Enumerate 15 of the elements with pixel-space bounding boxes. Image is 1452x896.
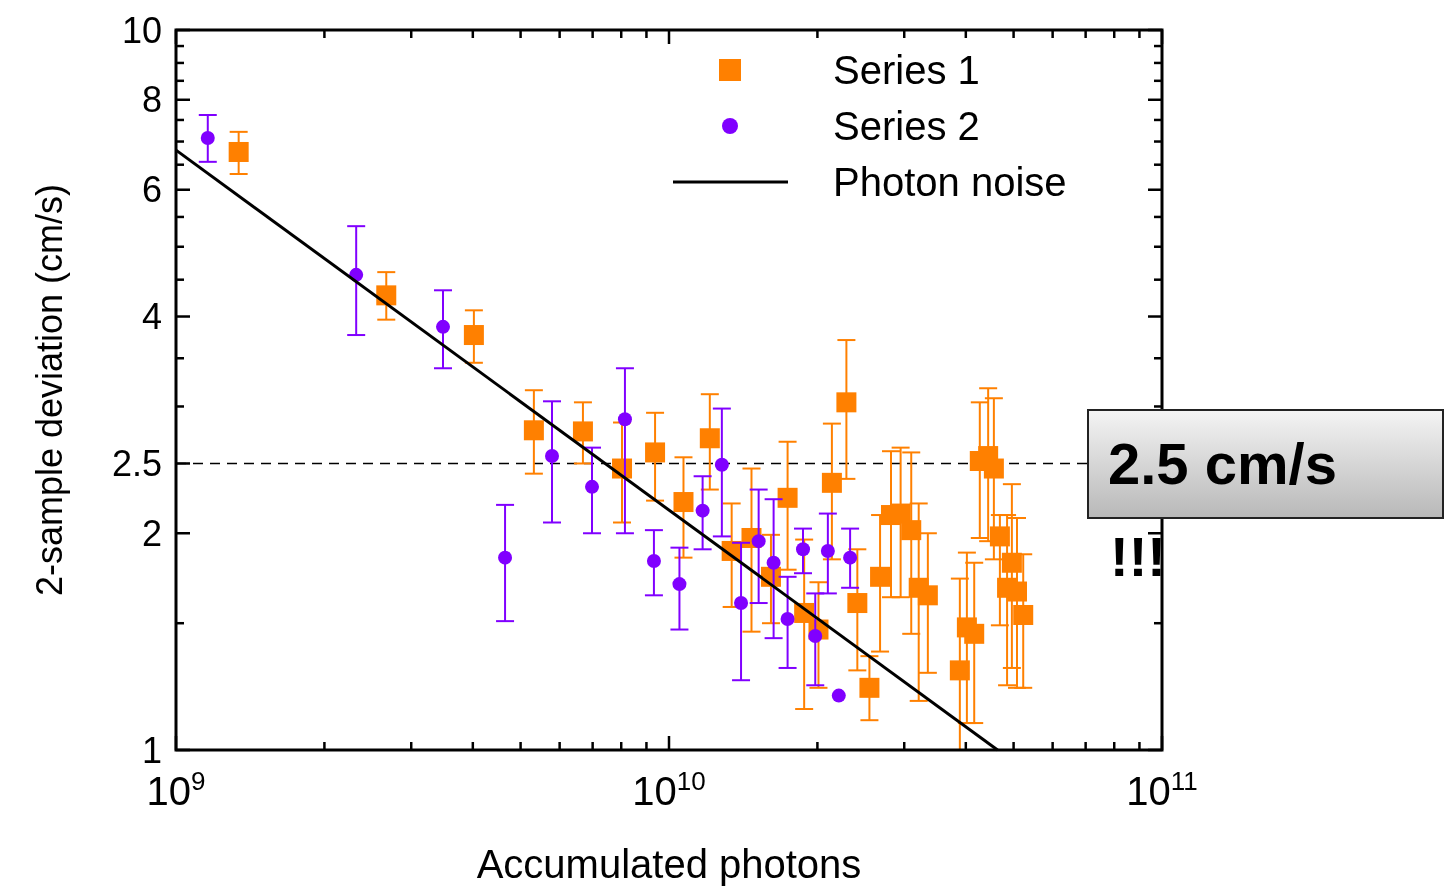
x-tick-label: 10$^{10}$ [632,766,706,813]
x-tick-label: 10$^{11}$ [1126,766,1198,813]
y-tick-label: 6 [141,169,162,211]
y-axis-title: 2-sample deviation (cm/s) [29,183,70,597]
legend-label: Photon noise [833,160,1067,204]
y-tick-label: 2.5 [111,443,162,485]
legend-label: Series 2 [833,104,980,148]
annotation: !!! [1110,524,1166,588]
annotation: 2.5 cm/s [1108,431,1337,497]
legend-label: Series 1 [833,48,980,92]
y-tick-label: 2 [141,512,162,554]
y-tick-label: 8 [141,79,162,121]
x-axis-title: Accumulated photons [476,842,862,886]
y-tick-label: 10 [121,9,162,51]
y-tick-label: 4 [141,296,162,338]
